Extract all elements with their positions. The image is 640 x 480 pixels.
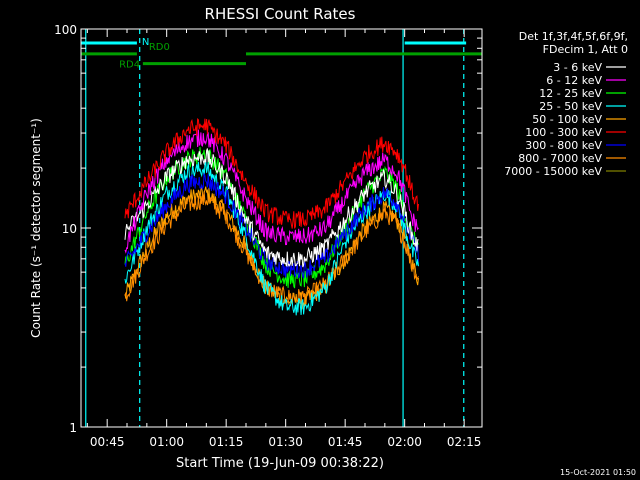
decimation-label: RD4 [119,60,140,71]
series-line-800-7000-kev [124,191,419,306]
y-tick-label: 10 [62,222,77,236]
y-tick-label: 100 [54,23,77,37]
x-axis-label: Start Time (19-Jun-09 00:38:22) [176,456,384,471]
y-tick-label: 1 [69,421,77,435]
legend-entry-label: 800 - 7000 keV [518,152,602,165]
legend-entry-label: 12 - 25 keV [539,87,602,100]
legend-entry-label: 50 - 100 keV [532,113,602,126]
x-tick-label: 01:15 [209,435,244,449]
series-line-300-800-kev [124,172,419,279]
x-tick-label: 02:00 [387,435,422,449]
x-tick-label: 01:30 [268,435,303,449]
legend: Det 1f,3f,4f,5f,6f,9f,FDecim 1, Att 0 3 -… [504,30,628,178]
legend-header-line: Det 1f,3f,4f,5f,6f,9f, [519,30,628,43]
legend-entry-label: 6 - 12 keV [546,74,602,87]
legend-entry-label: 25 - 50 keV [539,100,602,113]
series-layer [124,117,419,316]
chart-title: RHESSI Count Rates [205,5,356,23]
series-line-6-12-kev [124,129,419,254]
series-line-3-6-kev [124,148,419,268]
attenuator-label: N [142,37,149,48]
series-line-100-300-kev [124,117,419,229]
y-axis-label: Count Rate (s⁻¹ detector segment⁻¹) [29,118,43,338]
x-tick-label: 01:45 [328,435,363,449]
legend-header-line: FDecim 1, Att 0 [543,43,628,56]
x-tick-label: 00:45 [90,435,125,449]
annotations-layer: N RD0 RD4 [81,29,482,427]
legend-entry-label: 7000 - 15000 keV [504,165,602,178]
legend-entry-label: 100 - 300 keV [525,126,602,139]
plot-frame [80,28,483,428]
axes-layer: 00:45 01:00 01:15 01:30 01:45 02:00 02:15 1 10 10… [54,23,482,449]
legend-entry-label: 300 - 800 keV [525,139,602,152]
legend-entry-label: 3 - 6 keV [553,61,602,74]
decimation-label: RD0 [149,42,170,53]
footer-timestamp: 15-Oct-2021 01:50 [560,468,636,477]
x-tick-label: 01:00 [149,435,184,449]
series-line-25-50-kev [124,161,419,316]
x-tick-label: 02:15 [447,435,482,449]
